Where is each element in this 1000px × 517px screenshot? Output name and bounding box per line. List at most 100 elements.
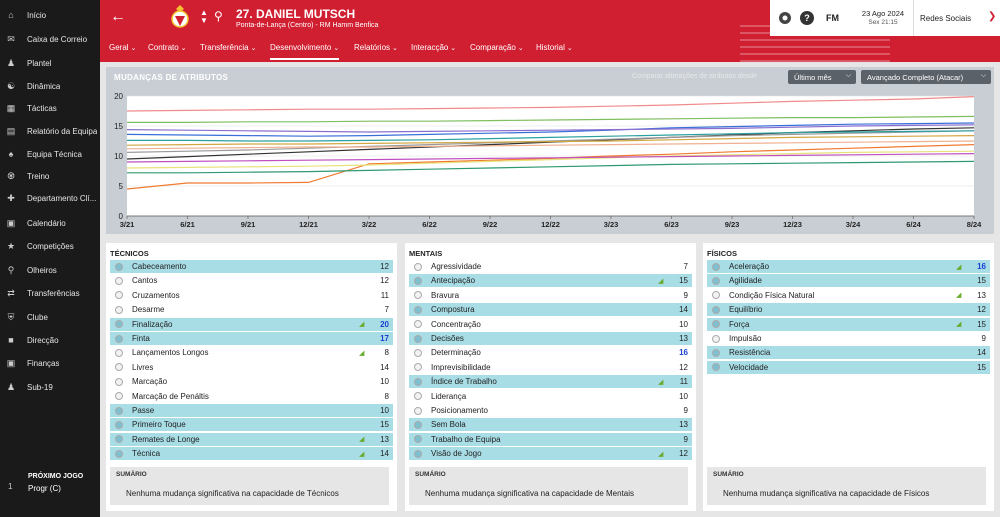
inbox-icon: ✉ xyxy=(7,33,15,44)
tab-contrato[interactable]: Contrato ⌄ xyxy=(148,43,187,52)
series-line xyxy=(126,96,975,112)
sidebar-item-transfer-ncias[interactable]: ⇄ Transferências xyxy=(0,283,100,303)
attribute-row[interactable]: Passe 10 xyxy=(110,404,393,417)
attribute-row[interactable]: Sem Bola 13 xyxy=(409,418,692,432)
squad-icon: ♟ xyxy=(6,57,16,68)
sidebar-item-direc-o[interactable]: ■ Direcção xyxy=(0,330,100,350)
tab-desenvolvimento[interactable]: Desenvolvimento ⌄ xyxy=(270,43,340,60)
attribute-row[interactable]: Finalização ◢ 20 xyxy=(110,317,393,331)
arrow-up-icon: ◢ xyxy=(956,292,962,300)
attribute-row[interactable]: Remates de Longe ◢ 13 xyxy=(110,432,393,446)
sidebar-item-calend-rio[interactable]: ▣ Calendário xyxy=(0,213,100,233)
sidebar-item-finan-as[interactable]: ▣ Finanças xyxy=(0,353,100,373)
attribute-row[interactable]: Cabeceamento 12 xyxy=(110,260,393,273)
chevron-down-icon: ⌄ xyxy=(390,45,398,52)
attribute-row[interactable]: Liderança 10 xyxy=(409,390,692,403)
sidebar-item-plantel[interactable]: ♟ Plantel xyxy=(0,53,100,73)
summary-box: SUMÁRIO Nenhuma mudança significativa na … xyxy=(110,467,389,505)
attribute-value: 15 xyxy=(977,319,986,329)
tab-label: Interacção xyxy=(411,43,449,52)
attribute-value: 12 xyxy=(977,305,986,315)
continue-button[interactable]: Redes Sociais ❯ xyxy=(913,0,1000,36)
attribute-row[interactable]: Posicionamento 9 xyxy=(409,404,692,417)
attribute-name: Livres xyxy=(132,362,154,372)
attribute-value: 16 xyxy=(977,262,986,271)
attribute-icon xyxy=(115,334,123,343)
next-match[interactable]: 1 PRÓXIMO JOGO Progr (C) xyxy=(0,468,100,498)
attribute-name: Cantos xyxy=(132,276,158,286)
attribute-row[interactable]: Força ◢ 15 xyxy=(707,317,990,331)
x-tick-label: 9/22 xyxy=(483,220,498,229)
tab-geral[interactable]: Geral ⌄ xyxy=(109,43,136,52)
sidebar-item-label: Tácticas xyxy=(27,103,57,113)
chevron-down-icon: ⌄ xyxy=(331,45,340,52)
sidebar-item-label: Clube xyxy=(27,312,48,322)
search-icon[interactable]: ⚲ xyxy=(214,9,223,23)
attribute-row[interactable]: Decisões 13 xyxy=(409,332,692,345)
attribute-row[interactable]: Compostura 14 xyxy=(409,303,692,317)
sidebar-item-relat-rio-da-equipa[interactable]: ▤ Relatório da Equipa xyxy=(0,121,100,141)
club-logo-icon[interactable] xyxy=(778,11,792,25)
sidebar-item-in-cio[interactable]: ⌂ Início xyxy=(0,5,100,25)
attribute-row[interactable]: Marcação de Penáltis 8 xyxy=(110,390,393,403)
attribute-row[interactable]: Livres 14 xyxy=(110,361,393,374)
attribute-row[interactable]: Agressividade 7 xyxy=(409,260,692,273)
sidebar-item-equipa-t-cnica[interactable]: ♠ Equipa Técnica xyxy=(0,144,100,164)
attribute-row[interactable]: Determinação 16 xyxy=(409,346,692,359)
sidebar-item-olheiros[interactable]: ⚲ Olheiros xyxy=(0,260,100,280)
tab-interac-o[interactable]: Interacção ⌄ xyxy=(411,43,456,52)
fm-button[interactable]: FM xyxy=(826,13,839,23)
attribute-row[interactable]: Impulsão 9 xyxy=(707,332,990,345)
back-icon[interactable]: ← xyxy=(110,8,126,25)
sidebar-item-departamento-cl-[interactable]: ✚ Departamento Clí... xyxy=(0,188,100,208)
attribute-row[interactable]: Antecipação ◢ 15 xyxy=(409,274,692,288)
player-switch-icon[interactable]: ▲ ▼ xyxy=(200,8,208,25)
summary-title: SUMÁRIO xyxy=(415,471,446,478)
attribute-name: Aceleração xyxy=(729,262,770,271)
attribute-row[interactable]: Bravura 9 xyxy=(409,289,692,302)
sidebar-item-treino[interactable]: ♼ Treino xyxy=(0,166,100,186)
attribute-row[interactable]: Finta 17 xyxy=(110,332,393,345)
attribute-row[interactable]: Aceleração ◢ 16 xyxy=(707,260,990,273)
attribute-name: Agressividade xyxy=(431,262,482,271)
series-line xyxy=(126,150,975,169)
attribute-row[interactable]: Índice de Trabalho ◢ 11 xyxy=(409,375,692,389)
attribute-row[interactable]: Resistência 14 xyxy=(707,346,990,360)
tab-label: Desenvolvimento xyxy=(270,43,332,52)
attribute-row[interactable]: Técnica ◢ 14 xyxy=(110,447,393,461)
attribute-row[interactable]: Desarme 7 xyxy=(110,303,393,316)
attribute-row[interactable]: Concentração 10 xyxy=(409,318,692,331)
attribute-row[interactable]: Equilíbrio 12 xyxy=(707,303,990,317)
attribute-row[interactable]: Imprevisibilidade 12 xyxy=(409,361,692,374)
attribute-row[interactable]: Condição Física Natural ◢ 13 xyxy=(707,289,990,302)
attribute-row[interactable]: Trabalho de Equipa 9 xyxy=(409,432,692,446)
sidebar-item-t-cticas[interactable]: ▦ Tácticas xyxy=(0,98,100,118)
attribute-row[interactable]: Lançamentos Longos ◢ 8 xyxy=(110,346,393,359)
report-icon: ▤ xyxy=(6,125,16,136)
attribute-row[interactable]: Cantos 12 xyxy=(110,274,393,287)
attribute-value: 13 xyxy=(977,290,986,300)
attribute-row[interactable]: Primeiro Toque 15 xyxy=(110,418,393,432)
help-icon[interactable]: ? xyxy=(800,11,814,25)
tab-relat-rios[interactable]: Relatórios ⌄ xyxy=(354,43,398,52)
attribute-row[interactable]: Visão de Jogo ◢ 12 xyxy=(409,447,692,461)
attribute-row[interactable]: Velocidade 15 xyxy=(707,360,990,374)
tab-transfer-ncia[interactable]: Transferência ⌄ xyxy=(200,43,256,52)
attribute-row[interactable]: Marcação 10 xyxy=(110,375,393,388)
sidebar-item-caixa-de-correio[interactable]: ✉ Caixa de Correio xyxy=(0,29,100,49)
period-dropdown[interactable]: Último mês ⌵ xyxy=(788,70,856,84)
attribute-row[interactable]: Cruzamentos 11 xyxy=(110,289,393,302)
tab-historial[interactable]: Historial ⌄ xyxy=(536,43,573,52)
sidebar-item-competi-es[interactable]: ★ Competições xyxy=(0,236,100,256)
attribute-row[interactable]: Agilidade 15 xyxy=(707,274,990,288)
attribute-name: Primeiro Toque xyxy=(132,420,186,430)
chart-panel: MUDANÇAS DE ATRIBUTOS Comparar alteraçõe… xyxy=(106,67,994,234)
sidebar-item-sub-19[interactable]: ♟ Sub-19 xyxy=(0,377,100,397)
club-icon: ⛨ xyxy=(7,311,15,322)
tab-compara-o[interactable]: Comparação ⌄ xyxy=(470,43,524,52)
attribute-icon xyxy=(115,392,123,401)
sidebar-item-clube[interactable]: ⛨ Clube xyxy=(0,307,100,327)
role-dropdown[interactable]: Avançado Completo (Atacar) ⌵ xyxy=(861,70,991,84)
sidebar-item-din-mica[interactable]: ☯ Dinâmica xyxy=(0,76,100,96)
x-tick-label: 8/24 xyxy=(967,220,982,229)
